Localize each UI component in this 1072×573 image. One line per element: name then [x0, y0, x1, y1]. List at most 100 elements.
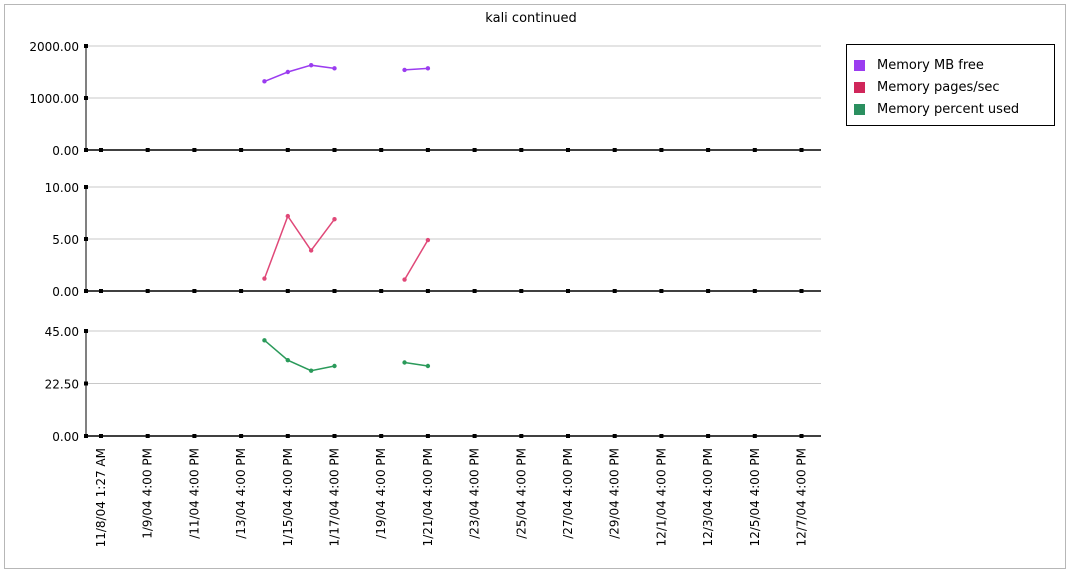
x-tick-mark — [659, 289, 664, 293]
legend-item-memory-pages-sec: Memory pages/sec — [854, 78, 1000, 96]
x-tick-label: 1/9/04 4:00 PM — [141, 448, 155, 539]
x-tick-mark — [612, 148, 617, 152]
x-tick-mark — [799, 289, 804, 293]
x-tick-mark — [145, 434, 150, 438]
series-line — [264, 64, 335, 83]
x-tick-mark — [425, 148, 430, 152]
x-tick-mark — [799, 434, 804, 438]
y-tick-mark — [84, 381, 88, 386]
legend-label: Memory percent used — [877, 101, 1020, 117]
x-tick-label: 1/17/04 4:00 PM — [328, 448, 342, 546]
x-tick-mark — [799, 148, 804, 152]
x-tick-mark — [145, 148, 150, 152]
x-tick-mark — [425, 289, 430, 293]
legend-swatch-memory-pages-sec — [854, 81, 865, 93]
x-tick-mark — [566, 289, 570, 293]
x-tick-label: /27/04 4:00 PM — [561, 448, 575, 539]
series-line — [263, 214, 336, 279]
x-tick-mark — [752, 434, 757, 438]
x-tick-mark — [659, 148, 664, 152]
data-point — [262, 276, 267, 281]
y-tick-label: 45.00 — [45, 325, 79, 339]
y-tick-label: 10.00 — [45, 181, 79, 195]
x-tick-mark — [285, 289, 290, 293]
series-line — [264, 339, 335, 372]
data-point — [308, 248, 314, 253]
data-point — [285, 357, 290, 363]
x-tick-mark — [612, 289, 617, 293]
y-tick-mark — [84, 185, 88, 189]
x-tick-mark — [285, 148, 290, 152]
legend-label: Memory pages/sec — [877, 79, 1000, 95]
y-tick-mark — [84, 44, 88, 48]
x-tick-mark — [99, 289, 103, 293]
x-tick-mark — [519, 434, 524, 438]
x-tick-mark — [425, 434, 430, 438]
x-tick-mark — [99, 434, 103, 438]
data-point — [308, 368, 314, 373]
x-tick-mark — [99, 148, 103, 152]
series-line — [403, 239, 429, 280]
data-point — [425, 363, 431, 369]
y-tick-label: 0.00 — [52, 430, 79, 444]
legend-item-memory-percent-used: Memory percent used — [854, 100, 1019, 118]
y-tick-label: 0.00 — [52, 285, 79, 299]
y-tick-mark — [84, 289, 88, 293]
x-tick-mark — [332, 289, 337, 293]
y-tick-label: 2000.00 — [29, 40, 79, 54]
y-tick-label: 22.50 — [45, 378, 79, 392]
plot-area: 2000.00 1000.00 0.00 10.00 5.00 0.00 45.00 22.5… — [29, 40, 821, 547]
x-tick-label: /13/04 4:00 PM — [234, 448, 248, 539]
data-point — [425, 66, 431, 71]
x-tick-label: /23/04 4:00 PM — [468, 448, 482, 539]
x-tick-label: 12/1/04 4:00 PM — [654, 448, 668, 546]
x-tick-mark — [239, 148, 244, 152]
x-tick-mark — [192, 289, 197, 293]
data-point — [402, 277, 407, 282]
legend: Memory MB free Memory pages/sec Memory p… — [846, 44, 1055, 126]
x-tick-mark — [239, 289, 244, 293]
x-tick-mark — [192, 148, 197, 152]
legend-swatch-memory-percent-used — [854, 103, 865, 115]
y-tick-label: 0.00 — [52, 144, 79, 158]
x-tick-mark — [332, 148, 337, 152]
x-tick-mark — [379, 289, 384, 293]
legend-swatch-memory-mb-free — [854, 59, 865, 71]
legend-item-memory-mb-free: Memory MB free — [854, 56, 984, 74]
x-tick-mark — [472, 289, 477, 293]
x-tick-mark — [706, 148, 711, 152]
x-tick-label: 12/3/04 4:00 PM — [701, 448, 715, 546]
y-tick-mark — [84, 148, 88, 152]
data-point — [402, 360, 407, 365]
chart-title: kali continued — [485, 11, 576, 26]
y-tick-mark — [84, 237, 88, 241]
y-tick-label: 5.00 — [52, 233, 79, 247]
data-point — [262, 79, 267, 84]
data-point — [332, 66, 337, 71]
x-tick-mark — [472, 434, 477, 438]
x-tick-mark — [285, 434, 290, 438]
x-tick-mark — [239, 434, 244, 438]
x-tick-mark — [519, 289, 524, 293]
x-tick-mark — [379, 434, 384, 438]
x-tick-mark — [379, 148, 384, 152]
x-tick-label: 1/21/04 4:00 PM — [421, 448, 435, 546]
chart-frame — [4, 4, 1066, 569]
legend-label: Memory MB free — [877, 57, 984, 73]
x-tick-mark — [332, 434, 337, 438]
data-point — [425, 237, 431, 243]
x-tick-label: 11/8/04 1:27 AM — [94, 448, 108, 547]
x-tick-label: 12/7/04 4:00 PM — [795, 448, 809, 546]
data-point — [285, 213, 290, 219]
y-tick-mark — [84, 96, 88, 100]
x-tick-mark — [706, 434, 711, 438]
x-tick-mark — [659, 434, 664, 438]
y-tick-label: 1000.00 — [29, 92, 79, 106]
data-point — [262, 338, 267, 343]
x-tick-mark — [566, 148, 570, 152]
series-line — [404, 67, 428, 71]
x-tick-mark — [706, 289, 711, 293]
data-point — [285, 69, 290, 75]
series-line — [404, 361, 429, 367]
